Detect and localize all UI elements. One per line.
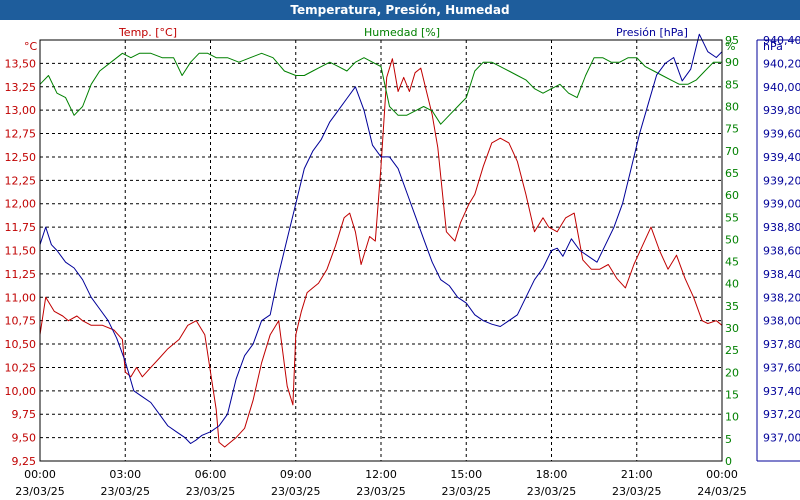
hum-tick-label: 30 — [725, 322, 739, 335]
x-tick-date: 23/03/25 — [527, 485, 576, 498]
temp-tick-label: 9,50 — [12, 432, 37, 445]
pres-tick-label: 938,40 — [763, 268, 800, 281]
x-tick-date: 23/03/25 — [612, 485, 661, 498]
hum-tick-label: 80 — [725, 100, 739, 113]
x-tick-date: 23/03/25 — [356, 485, 405, 498]
x-tick-time: 21:00 — [621, 468, 653, 481]
hum-tick-label: 5 — [725, 433, 732, 446]
pres-tick-label: 939,20 — [763, 174, 800, 187]
chart-title: Temperatura, Presión, Humedad — [0, 0, 800, 20]
temp-tick-label: 11,50 — [5, 245, 37, 258]
x-tick-time: 12:00 — [365, 468, 397, 481]
x-tick-time: 15:00 — [450, 468, 482, 481]
temp-tick-label: 9,75 — [12, 408, 37, 421]
hum-tick-label: 70 — [725, 145, 739, 158]
series-line-temp — [39, 58, 723, 448]
temp-tick-label: 9,25 — [12, 455, 37, 468]
x-tick-time: 18:00 — [536, 468, 568, 481]
hum-tick-label: 55 — [725, 211, 739, 224]
temp-tick-label: 10,75 — [5, 315, 37, 328]
hum-tick-label: 35 — [725, 300, 739, 313]
temp-axis-title: Temp. [°C] — [118, 26, 177, 39]
hum-tick-label: 20 — [725, 366, 739, 379]
hum-tick-label: 40 — [725, 278, 739, 291]
temp-tick-label: 10,00 — [5, 385, 37, 398]
hum-tick-label: 45 — [725, 256, 739, 269]
x-tick-date: 23/03/25 — [186, 485, 235, 498]
temp-unit-label: °C — [24, 40, 38, 53]
temp-tick-label: 11,25 — [5, 268, 37, 281]
temp-tick-label: 12,75 — [5, 128, 37, 141]
pres-tick-label: 939,60 — [763, 128, 800, 141]
pres-tick-label: 937,00 — [763, 432, 800, 445]
temp-tick-label: 12,50 — [5, 151, 37, 164]
x-tick-time: 00:00 — [706, 468, 738, 481]
plot-border — [39, 39, 723, 462]
temp-tick-label: 12,25 — [5, 174, 37, 187]
pres-tick-label: 937,40 — [763, 385, 800, 398]
pres-tick-label: 937,60 — [763, 361, 800, 374]
x-tick-date: 23/03/25 — [271, 485, 320, 498]
x-tick-time: 03:00 — [109, 468, 141, 481]
x-tick-date: 23/03/25 — [442, 485, 491, 498]
chart-area: 13,50 13,25 13,00 12,75 12,50 12,25 12,00 11,75… — [5, 26, 800, 498]
hum-tick-label: 50 — [725, 233, 739, 246]
pres-tick-label: 939,80 — [763, 104, 800, 117]
axis-labels: 13,50 13,25 13,00 12,75 12,50 12,25 12,00 11,75… — [5, 26, 800, 498]
hum-tick-label: 90 — [725, 56, 739, 69]
pres-tick-label: 937,20 — [763, 408, 800, 421]
pres-unit-label: hPa — [763, 40, 783, 53]
temp-tick-label: 10,25 — [5, 361, 37, 374]
temp-tick-label: 10,50 — [5, 338, 37, 351]
hum-tick-label: 85 — [725, 78, 739, 91]
temp-tick-label: 11,75 — [5, 221, 37, 234]
hum-tick-label: 15 — [725, 389, 739, 402]
hum-tick-label: 65 — [725, 167, 739, 180]
temp-tick-label: 11,00 — [5, 291, 37, 304]
hum-tick-label: 95 — [725, 34, 739, 47]
pres-tick-label: 938,60 — [763, 245, 800, 258]
hum-tick-label: 75 — [725, 123, 739, 136]
series-line-pres — [39, 33, 723, 444]
x-tick-date: 23/03/25 — [15, 485, 64, 498]
x-tick-date: 23/03/25 — [101, 485, 150, 498]
temp-tick-label: 12,00 — [5, 198, 37, 211]
pres-tick-label: 937,80 — [763, 338, 800, 351]
pres-tick-label: 939,40 — [763, 151, 800, 164]
x-tick-time: 09:00 — [280, 468, 312, 481]
grid-lines — [40, 40, 722, 462]
hum-unit-label: % — [725, 40, 735, 53]
series-layer — [39, 33, 723, 448]
pres-tick-label: 939,00 — [763, 198, 800, 211]
hum-tick-label: 25 — [725, 344, 739, 357]
pres-axis-title: Presión [hPa] — [616, 26, 688, 39]
x-tick-time: 06:00 — [195, 468, 227, 481]
pres-tick-label: 940,40 — [763, 34, 800, 47]
series-line-hum — [39, 52, 722, 125]
temp-tick-label: 13,50 — [5, 57, 37, 70]
hum-tick-label: 0 — [725, 455, 732, 468]
hum-tick-label: 60 — [725, 189, 739, 202]
hum-axis-title: Humedad [%] — [364, 26, 440, 39]
pres-tick-label: 938,00 — [763, 315, 800, 328]
pres-tick-label: 940,00 — [763, 81, 800, 94]
temp-tick-label: 13,25 — [5, 81, 37, 94]
plot-frame — [39, 39, 800, 462]
temp-tick-label: 13,00 — [5, 104, 37, 117]
pres-tick-label: 940,20 — [763, 57, 800, 70]
hum-tick-label: 10 — [725, 411, 739, 424]
x-tick-time: 00:00 — [24, 468, 56, 481]
pres-tick-label: 938,20 — [763, 291, 800, 304]
pres-tick-label: 938,80 — [763, 221, 800, 234]
x-tick-date: 24/03/25 — [697, 485, 746, 498]
